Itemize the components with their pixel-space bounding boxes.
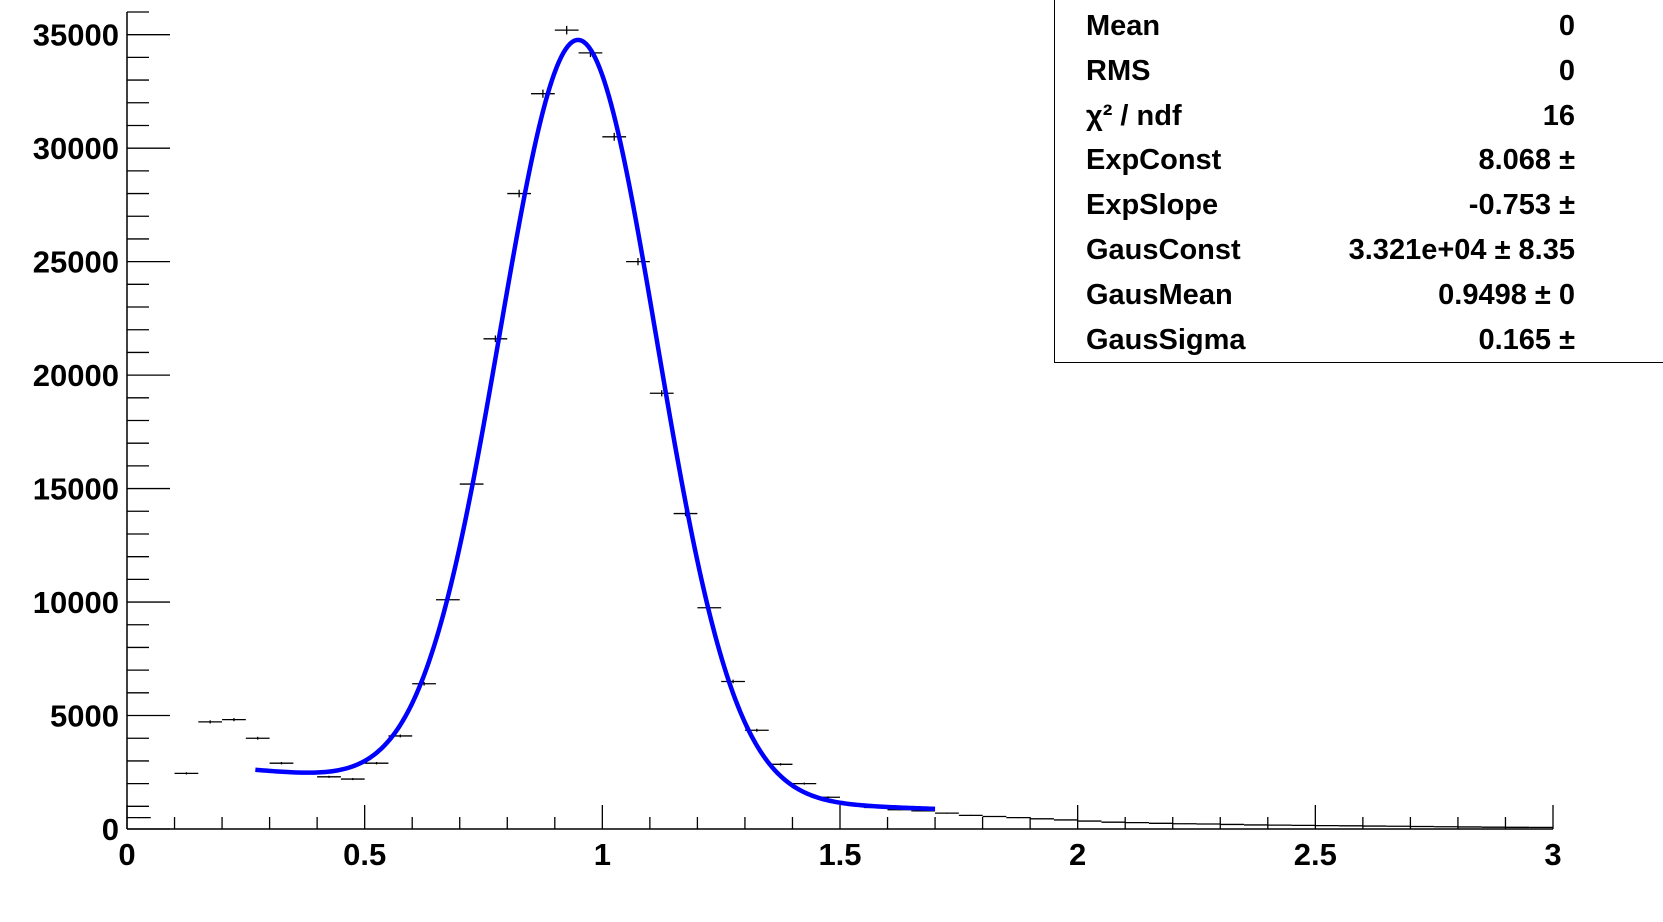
stats-row: Mean 0 [1055, 10, 1663, 54]
stats-row-value: 0 [1558, 54, 1575, 87]
stats-row-value: 3.321e+04 ± 8.35 [1348, 234, 1575, 266]
y-tick-label: 0 [102, 812, 119, 847]
x-tick-label: 0 [118, 837, 135, 872]
stats-row-name: GausConst [1086, 234, 1241, 266]
stats-row: RMS 0 [1055, 55, 1663, 99]
y-tick-label: 10000 [33, 585, 119, 620]
stats-row-name: GausMean [1086, 278, 1233, 311]
x-axis: 0 0.5 1 1.5 2 2.5 3 [118, 805, 1562, 872]
y-axis: 0 5000 10000 15000 20000 25000 30000 35000 [33, 11, 170, 847]
stats-row-name: Mean [1086, 10, 1161, 42]
x-tick-label: 2.5 [1294, 837, 1337, 872]
stats-row-value: 0 [1558, 10, 1575, 42]
stats-row-value: 0.9498 ± 0 [1438, 278, 1575, 311]
stats-row: χ² / ndf 16 [1055, 100, 1663, 144]
stats-row-name: ExpSlope [1086, 189, 1219, 222]
y-tick-label: 5000 [50, 699, 119, 734]
fit-line [255, 37, 936, 812]
stats-box: Mean 0 RMS 0 χ² / ndf 16 ExpConst 8.068 ± ExpSlo… [1054, 0, 1663, 363]
stats-row-name: GausSigma [1086, 323, 1246, 356]
stats-row-name: ExpConst [1086, 144, 1222, 177]
y-tick-label: 35000 [33, 18, 119, 53]
x-tick-label: 2 [1069, 837, 1086, 872]
y-tick-label: 15000 [33, 472, 119, 507]
stats-row: GausSigma 0.165 ± [1055, 324, 1663, 368]
stats-row-value: 0.165 ± [1478, 323, 1575, 356]
x-tick-label: 3 [1544, 837, 1561, 872]
stats-row-value: -0.753 ± [1468, 189, 1575, 222]
x-tick-label: 0.5 [343, 837, 386, 872]
y-tick-label: 30000 [33, 131, 119, 166]
stats-row-name: RMS [1086, 54, 1151, 87]
stats-row: ExpConst 8.068 ± [1055, 144, 1663, 188]
y-tick-label: 20000 [33, 358, 119, 393]
stats-row: GausConst 3.321e+04 ± 8.35 [1055, 234, 1663, 278]
x-tick-label: 1.5 [818, 837, 861, 872]
stats-row-value: 16 [1542, 99, 1575, 132]
y-tick-label: 25000 [33, 245, 119, 280]
fit-curve [255, 37, 936, 812]
x-tick-label: 1 [594, 837, 611, 872]
stats-row-value: 8.068 ± [1478, 144, 1575, 177]
stats-row: ExpSlope -0.753 ± [1055, 189, 1663, 233]
stats-row: GausMean 0.9498 ± 0 [1055, 279, 1663, 323]
stats-row-name: χ² / ndf [1086, 99, 1182, 132]
